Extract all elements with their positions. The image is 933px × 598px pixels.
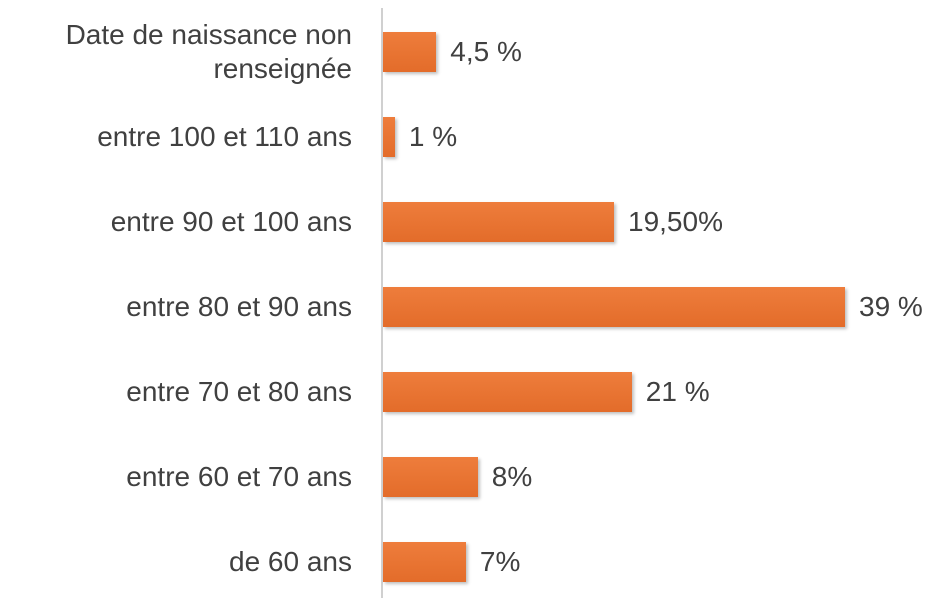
category-label: entre 90 et 100 ans	[110, 206, 352, 237]
value-label: 39 %	[859, 291, 923, 322]
bar	[383, 117, 395, 157]
value-label: 21 %	[645, 376, 710, 407]
category-label: entre 60 et 70 ans	[126, 461, 352, 492]
bar	[383, 202, 614, 242]
bar	[383, 457, 478, 497]
bar	[383, 32, 437, 72]
bar	[383, 372, 632, 412]
bar	[383, 542, 466, 582]
category-label: de 60 ans	[229, 546, 352, 577]
axis-line	[381, 8, 383, 598]
category-label: Date de naissance non renseignée	[65, 19, 352, 84]
value-label: 4,5 %	[450, 36, 522, 67]
category-label: entre 70 et 80 ans	[126, 376, 352, 407]
value-label: 1 %	[408, 121, 458, 152]
value-label: 19,50%	[628, 206, 723, 237]
value-label: 8%	[491, 461, 533, 492]
category-label: entre 80 et 90 ans	[126, 291, 352, 322]
category-label: entre 100 et 110 ans	[97, 121, 352, 152]
bar	[383, 287, 845, 327]
value-label: 7%	[479, 546, 521, 577]
